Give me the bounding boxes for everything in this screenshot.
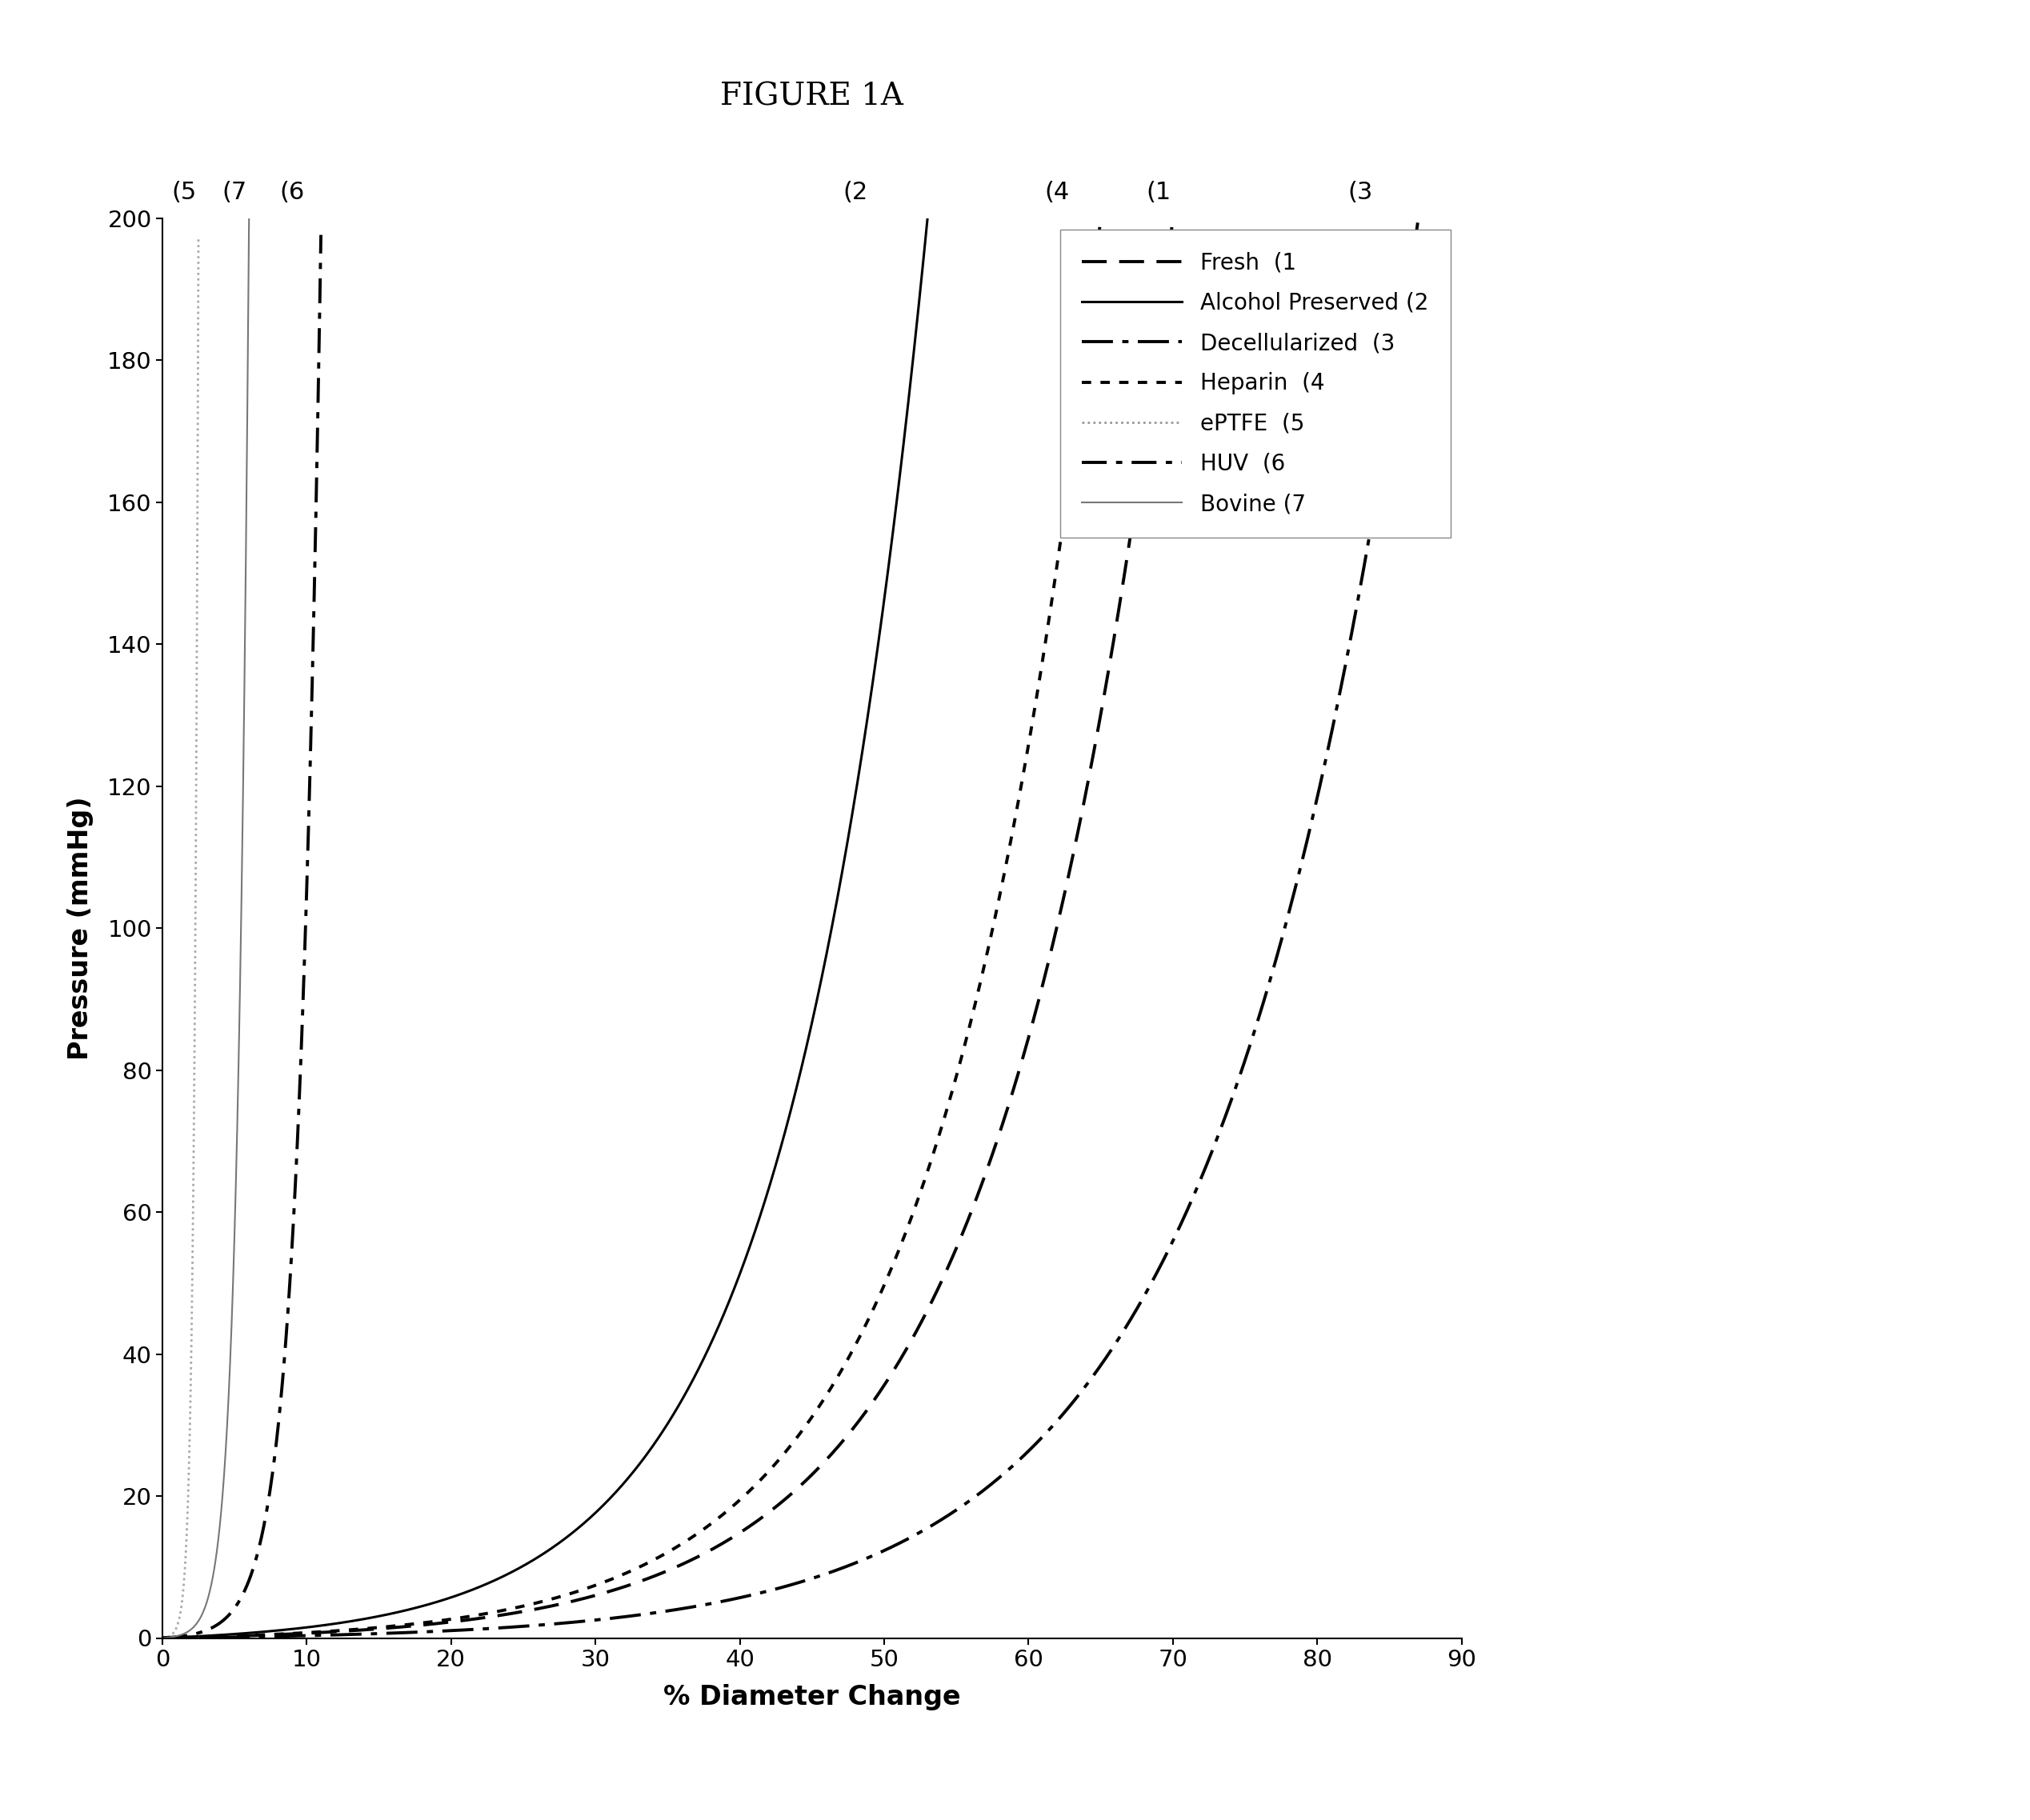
Text: (4: (4 [1045, 180, 1070, 204]
Text: (6: (6 [280, 180, 304, 204]
Text: (3: (3 [1348, 180, 1372, 204]
Text: FIGURE 1A: FIGURE 1A [721, 82, 903, 111]
Legend: Fresh  (1, Alcohol Preserved (2, Decellularized  (3, Heparin  (4, ePTFE  (5, HUV: Fresh (1, Alcohol Preserved (2, Decellul… [1060, 229, 1451, 537]
X-axis label: % Diameter Change: % Diameter Change [664, 1684, 960, 1711]
Text: (1: (1 [1147, 180, 1171, 204]
Y-axis label: Pressure (mmHg): Pressure (mmHg) [67, 797, 93, 1059]
Text: (7: (7 [221, 180, 248, 204]
Text: (2: (2 [842, 180, 867, 204]
Text: (5: (5 [173, 180, 197, 204]
